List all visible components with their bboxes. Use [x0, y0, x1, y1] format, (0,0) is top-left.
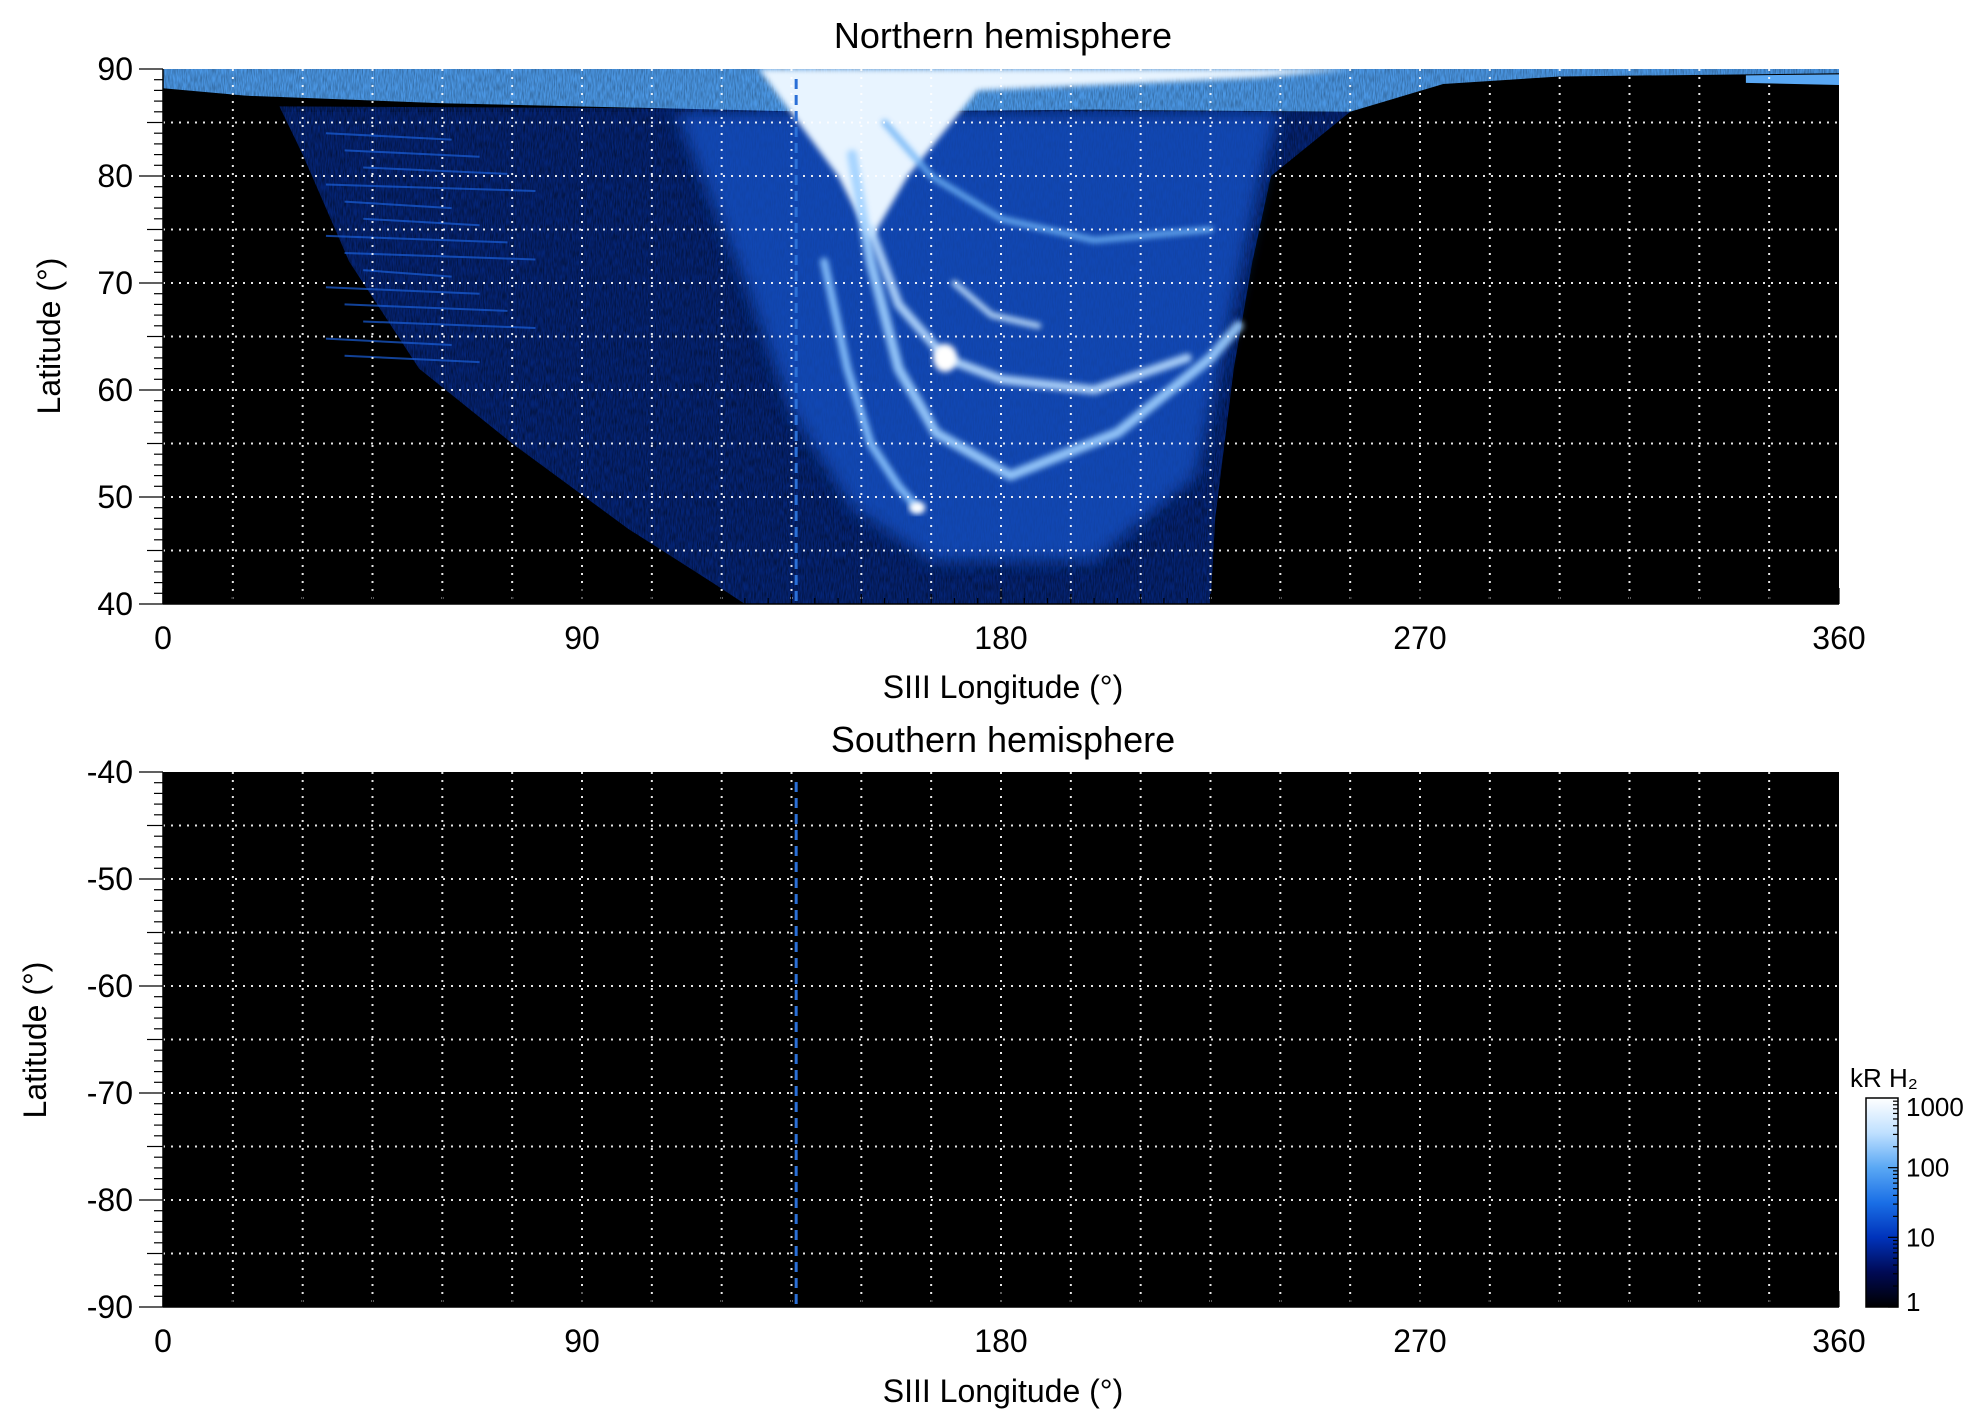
y-tick-label: 60: [97, 372, 133, 408]
x-tick-label: 360: [1812, 620, 1865, 656]
x-tick-label: 90: [564, 1323, 600, 1359]
x-tick-label: 270: [1393, 620, 1446, 656]
colorbar-tick-label: 1000: [1906, 1092, 1964, 1122]
northern-y-axis: 40 50 60 70 80 90: [97, 51, 164, 622]
northern-x-axis: 0 90 180 270 360: [154, 588, 1866, 656]
faint-streak: [363, 217, 480, 227]
colorbar-gradient: [1865, 1097, 1899, 1308]
faint-streak: [363, 269, 452, 278]
faint-streak: [325, 132, 452, 141]
y-tick-label: 70: [97, 265, 133, 301]
x-tick-label: 0: [154, 1323, 172, 1359]
southern-y-axis: -90 -80 -70 -60 -50 -40: [87, 754, 164, 1325]
x-tick-label: 180: [974, 1323, 1027, 1359]
northern-aurora-map: [163, 69, 1839, 604]
southern-panel: Southern hemisphere 0 90 180 270 360 -90-80-…: [17, 719, 1866, 1409]
auroral-arc: [820, 257, 922, 512]
southern-x-axis-label: SIII Longitude (°): [883, 1373, 1123, 1409]
colorbar-tick-label: 10: [1906, 1222, 1935, 1252]
faint-streak: [325, 337, 452, 347]
faint-streak: [344, 149, 480, 158]
faint-streak: [344, 354, 480, 364]
y-tick-label: -70: [87, 1075, 133, 1111]
auroral-arc: [866, 225, 1192, 395]
southern-x-axis: 0 90 180 270 360: [154, 1291, 1866, 1359]
x-tick-label: 180: [974, 620, 1027, 656]
colorbar-ticks: 1 10 100 1000: [1888, 1092, 1964, 1317]
faint-streak: [363, 320, 536, 329]
x-tick-label: 90: [564, 620, 600, 656]
southern-grid: [163, 772, 1839, 1307]
bright-spot: [909, 501, 926, 514]
faint-streak: [344, 252, 536, 261]
colorbar: kR H₂ 1 10 100 1000: [1850, 1063, 1964, 1317]
faint-streak: [325, 286, 480, 295]
main-oval-peak-spot: [933, 343, 958, 372]
faint-streak: [325, 183, 536, 192]
northern-grid: [163, 69, 1839, 604]
y-tick-label: 80: [97, 158, 133, 194]
bright-cusp: [758, 69, 1351, 241]
faint-streak: [325, 234, 508, 244]
auroral-arc: [881, 119, 1214, 244]
y-tick-label: -60: [87, 968, 133, 1004]
southern-y-axis-label: Latitude (°): [17, 962, 53, 1119]
y-tick-label: -50: [87, 861, 133, 897]
y-tick-label: -40: [87, 754, 133, 790]
northern-title: Northern hemisphere: [834, 15, 1172, 56]
auroral-arc: [951, 280, 1042, 329]
faint-streak: [344, 200, 452, 210]
y-tick-label: -90: [87, 1289, 133, 1325]
x-tick-label: 0: [154, 620, 172, 656]
y-tick-label: -80: [87, 1182, 133, 1218]
auroral-arc: [847, 149, 1244, 481]
faint-streak: [344, 303, 508, 312]
x-tick-label: 270: [1393, 1323, 1446, 1359]
colorbar-label: kR H₂: [1850, 1063, 1918, 1093]
y-tick-label: 50: [97, 479, 133, 515]
y-tick-label: 40: [97, 586, 133, 622]
northern-panel: Northern hemisphere 0 90 180 270 360 40 50 60 7…: [31, 15, 1866, 705]
faint-streak: [363, 166, 508, 175]
northern-y-axis-label: Latitude (°): [31, 258, 67, 415]
main-emission-zone: [675, 111, 1281, 562]
colorbar-tick-label: 1: [1906, 1287, 1920, 1317]
northern-x-axis-label: SIII Longitude (°): [883, 669, 1123, 705]
colorbar-tick-label: 100: [1906, 1153, 1949, 1183]
x-tick-label: 360: [1812, 1323, 1865, 1359]
y-tick-label: 90: [97, 51, 133, 87]
southern-title: Southern hemisphere: [831, 719, 1175, 760]
